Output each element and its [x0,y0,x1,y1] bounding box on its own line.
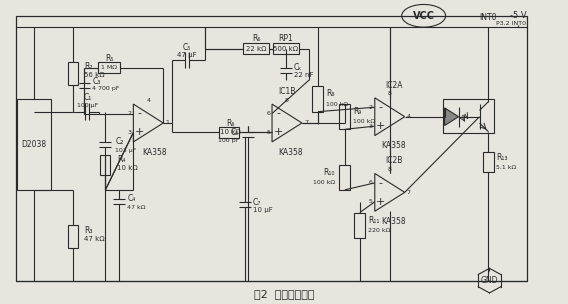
Text: 47 kΩ: 47 kΩ [85,236,105,242]
Text: KA358: KA358 [279,147,303,157]
Text: 5: 5 [369,199,373,204]
Text: -: - [137,109,141,119]
Text: INT0: INT0 [480,12,497,22]
Text: 6: 6 [369,180,373,185]
Text: 5.1 kΩ: 5.1 kΩ [496,165,517,170]
Text: P3.2 INT0: P3.2 INT0 [496,21,527,26]
Text: D2038: D2038 [21,140,46,149]
Text: 103 μF: 103 μF [115,148,137,153]
Text: 2: 2 [127,111,131,116]
Text: KA358: KA358 [382,141,406,150]
Text: 47 μF: 47 μF [177,52,197,58]
Text: R₃: R₃ [85,226,93,235]
Text: GND: GND [481,276,498,285]
Bar [68,63,77,85]
Bar [339,164,350,190]
Text: R₅: R₅ [105,54,114,63]
Text: R₉: R₉ [353,107,361,116]
Text: C₄: C₄ [127,194,136,203]
Text: 100 pF: 100 pF [218,137,239,143]
Bar [68,225,77,248]
Text: +: + [376,197,386,207]
Text: 10 kΩ: 10 kΩ [118,165,138,171]
Text: R₆: R₆ [252,34,260,43]
Text: 4 700 pF: 4 700 pF [93,86,120,92]
Text: 图2  红外检测电路: 图2 红外检测电路 [254,289,314,299]
Bar [98,62,120,73]
Text: 3: 3 [369,124,373,129]
Text: -: - [379,102,383,112]
Bar [16,16,528,281]
Bar [442,99,495,133]
Text: 56 kΩ: 56 kΩ [85,72,105,78]
Text: 22 nF: 22 nF [294,72,314,78]
Text: 7: 7 [304,120,308,126]
Text: VCC: VCC [413,11,435,21]
Text: 10 μF: 10 μF [253,207,273,213]
Text: 100 μF: 100 μF [77,103,98,108]
Text: 2: 2 [369,105,373,110]
Bar [101,154,110,175]
Text: 500 kΩ: 500 kΩ [273,46,299,52]
Bar [339,104,350,129]
Text: -5 V: -5 V [510,11,527,20]
Text: Cₖ: Cₖ [294,63,303,72]
Text: KA358: KA358 [382,217,406,226]
Text: 7: 7 [407,190,411,195]
Text: -: - [379,178,383,188]
Text: 8: 8 [285,98,289,103]
Bar [243,43,269,54]
Polygon shape [445,108,458,126]
Text: IC1B: IC1B [278,87,296,96]
Bar [354,212,365,238]
Text: 10 kΩ: 10 kΩ [220,130,240,136]
Text: KA358: KA358 [142,147,166,157]
Text: 8: 8 [388,92,392,96]
Text: IC2A: IC2A [385,81,403,90]
Text: 47 kΩ: 47 kΩ [127,205,146,210]
Text: 220 kΩ: 220 kΩ [368,228,390,233]
Text: 6: 6 [266,111,270,116]
Bar [312,86,323,112]
Text: 100 kΩ: 100 kΩ [313,180,335,185]
Text: 3: 3 [127,130,131,135]
Text: R₂: R₂ [85,62,93,71]
Text: R₄: R₄ [118,155,126,164]
Text: C₂: C₂ [115,137,124,147]
Text: C₁: C₁ [83,93,91,102]
Text: +: + [273,127,283,137]
Bar [16,99,51,190]
Bar [483,152,494,172]
Bar [273,43,299,54]
Text: -: - [276,109,280,119]
Text: R₁₃: R₁₃ [496,153,508,161]
Text: +: + [376,121,386,131]
Text: 22 kΩ: 22 kΩ [246,46,266,52]
Text: RP1: RP1 [279,34,293,43]
Text: R₁₀: R₁₀ [323,168,335,177]
Text: C₆: C₆ [231,128,239,137]
Text: 4: 4 [407,114,411,119]
Text: R₆: R₆ [226,119,235,128]
Text: 5: 5 [266,130,270,135]
Text: 1 MΩ: 1 MΩ [102,65,118,70]
Text: +: + [135,127,144,137]
Text: 4: 4 [147,98,151,103]
Text: 100 kΩ: 100 kΩ [326,102,348,107]
Text: 8: 8 [388,167,392,172]
Text: R₁₁: R₁₁ [368,216,379,225]
Text: R₈: R₈ [326,89,335,98]
Text: C₇: C₇ [253,198,261,207]
Text: C₃: C₃ [93,77,101,86]
Text: C₅: C₅ [183,43,191,52]
Text: IC2B: IC2B [385,156,402,165]
Bar [219,127,239,138]
Text: 100 kΩ: 100 kΩ [353,119,375,124]
Text: 1: 1 [165,120,169,126]
